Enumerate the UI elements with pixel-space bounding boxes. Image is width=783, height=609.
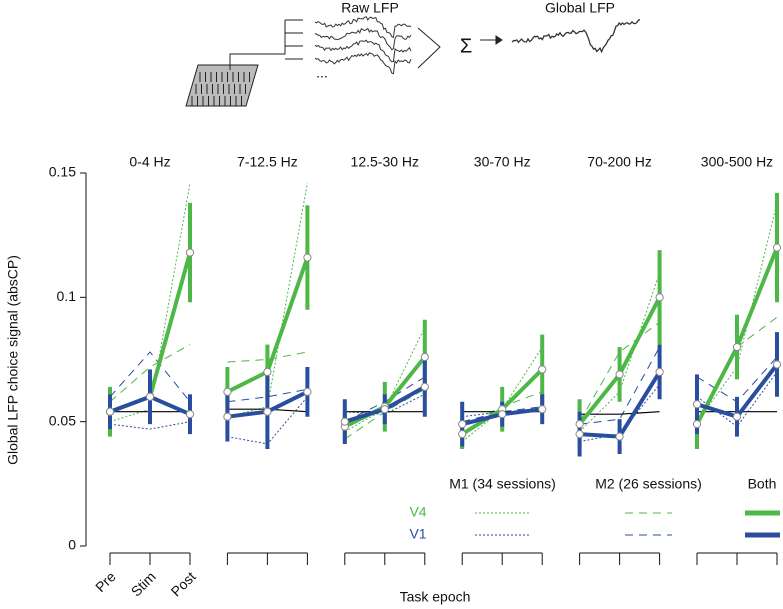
mean-point [263, 407, 272, 416]
raw-trace [314, 16, 412, 39]
mean-point [145, 392, 155, 401]
mean-point [772, 360, 782, 369]
mean-point [692, 420, 702, 429]
panel-title: 30-70 Hz [474, 154, 531, 170]
mean-point [185, 248, 195, 257]
legend-row: V4 [409, 504, 426, 520]
legend-row: V1 [409, 526, 426, 542]
panel-title: 7-12.5 Hz [237, 154, 298, 170]
mean-point [303, 253, 312, 262]
global-lfp-label: Global LFP [545, 0, 615, 16]
series-line [109, 421, 191, 430]
raw-lfp-label: Raw LFP [341, 0, 399, 16]
mean-point [458, 420, 467, 429]
x-tick-label: Pre [92, 568, 119, 595]
global-trace [511, 18, 641, 54]
mean-point [263, 367, 272, 377]
mean-point [655, 293, 664, 302]
x-tick-label: Post [168, 568, 199, 599]
x-tick-label: Stim [128, 568, 159, 599]
mean-point [223, 412, 232, 421]
mean-point [498, 410, 507, 419]
mean-point [420, 352, 429, 362]
y-tick-label: 0.15 [49, 164, 76, 180]
y-tick-label: 0.05 [49, 412, 76, 428]
legend-column: Both [748, 476, 777, 492]
y-tick-label: 0 [68, 537, 76, 553]
raw-trace [314, 39, 412, 63]
mean-point [732, 412, 742, 421]
mean-point [692, 400, 702, 409]
panel-title: 300-500 Hz [701, 154, 773, 170]
mean-point [538, 365, 547, 374]
mean-point [575, 430, 584, 439]
panel-title: 12.5-30 Hz [351, 154, 419, 170]
x-axis-label: Task epoch [400, 589, 471, 605]
series-line [579, 411, 660, 415]
electrode-array [185, 19, 503, 107]
mean-point [105, 407, 115, 416]
mean-point [732, 342, 742, 352]
mean-point [575, 420, 584, 429]
array-pins [191, 72, 250, 106]
mean-point [420, 382, 429, 391]
legend-column: M2 (26 sessions) [595, 476, 702, 492]
ellipsis: ... [316, 65, 328, 81]
series-line [579, 321, 660, 422]
panel-title: 0-4 Hz [129, 154, 170, 170]
mean-point [538, 405, 547, 414]
mean-point [185, 410, 195, 419]
series-line [696, 202, 778, 422]
sum-symbol: Σ [460, 35, 472, 57]
lfp-traces [314, 16, 641, 75]
series-line [109, 344, 191, 403]
mean-point [655, 367, 664, 377]
raw-trace [314, 52, 412, 75]
mean-point [458, 430, 467, 439]
legend-column: M1 (34 sessions) [449, 476, 556, 492]
series-line [109, 351, 191, 403]
mean-point [303, 387, 312, 396]
raw-trace [314, 27, 412, 51]
mean-point [772, 243, 782, 252]
mean-point [223, 387, 232, 396]
mean-point [615, 370, 624, 379]
series-line [461, 346, 543, 442]
y-tick-label: 0.1 [57, 288, 77, 304]
y-axis-label: Global LFP choice signal (absCP) [5, 255, 21, 465]
mean-point [615, 432, 624, 441]
mean-point [380, 405, 389, 414]
panel-title: 70-200 Hz [587, 154, 652, 170]
mean-point [340, 417, 349, 426]
